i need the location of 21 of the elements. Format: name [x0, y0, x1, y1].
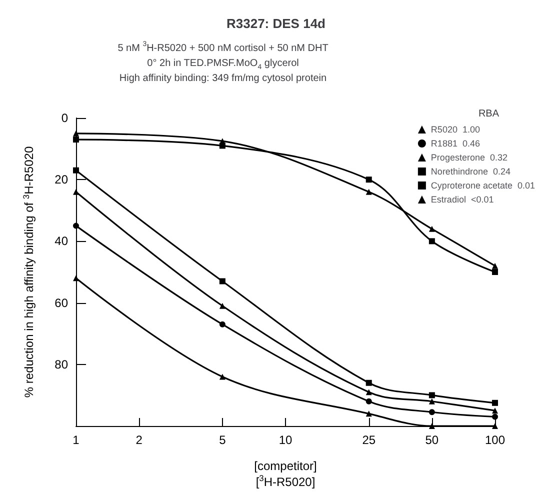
chart-title: R3327: DES 14d: [226, 16, 326, 31]
y-tick-label: 40: [54, 234, 68, 248]
y-axis-title: % reduction in high affinity binding of 3H-R5020: [21, 146, 36, 398]
y-tick-label: 80: [54, 357, 68, 372]
y-tick-label: 20: [54, 172, 68, 187]
legend-label: R5020 1.00: [430, 124, 480, 134]
x-tick-label: 100: [484, 433, 506, 447]
y-tick-label: 60: [54, 296, 68, 310]
legend-label: Progesterone 0.32: [430, 152, 508, 162]
x-tick-label: 2: [136, 433, 143, 447]
legend-label: R1881 0.46: [430, 138, 480, 148]
legend-label: Estradiol <0.01: [430, 194, 494, 204]
x-tick-label: 10: [278, 433, 292, 447]
x-tick-label: 5: [219, 433, 226, 447]
legend-title: RBA: [478, 108, 500, 120]
x-tick-label: 25: [362, 433, 376, 447]
x-tick-label: 50: [425, 433, 439, 447]
legend-label: Cyproterone acetate 0.01: [430, 180, 536, 190]
legend-label: Norethindrone 0.24: [430, 166, 510, 176]
x-tick-label: 1: [72, 433, 80, 447]
y-tick-label: 0: [61, 111, 68, 125]
